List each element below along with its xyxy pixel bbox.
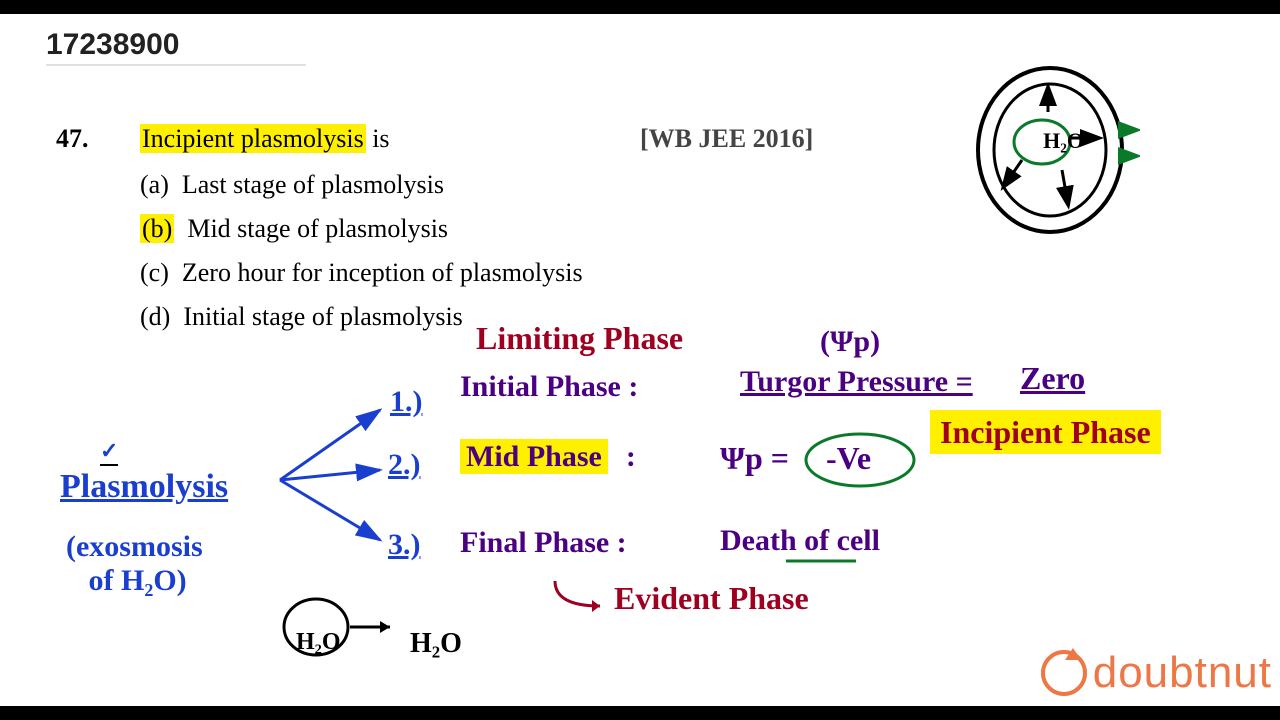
h2o-inside: H₂O: [296, 629, 341, 656]
option-a: (a) Last stage of plasmolysis: [140, 170, 444, 200]
question-rest: is: [366, 124, 390, 153]
death-underline: [786, 558, 856, 564]
hw-final: Final Phase :: [460, 526, 627, 560]
hw-mid-wrap: Mid Phase :: [460, 440, 636, 474]
question-text: Incipient plasmolysis is: [140, 124, 390, 154]
hw-mid: Mid Phase: [460, 439, 608, 474]
hw-limiting: Limiting Phase: [476, 320, 683, 357]
hw-psi-eq: Ψp =: [720, 440, 789, 477]
hw-check: ✓: [100, 438, 118, 466]
highlighted-term: Incipient plasmolysis: [140, 124, 366, 153]
question-number: 47.: [56, 124, 89, 154]
cell-h2o: H₂O: [1043, 128, 1084, 154]
hw-incipient-wrap: Incipient Phase: [930, 414, 1161, 451]
question-id: 17238900: [46, 28, 179, 62]
hw-death: Death of cell: [720, 524, 880, 558]
hw-exosmosis: (exosmosis of H₂O): [66, 530, 203, 598]
hw-plasmolysis: Plasmolysis: [60, 468, 228, 506]
letterbox-bottom: [0, 706, 1280, 720]
hw-n1: 1.): [390, 385, 423, 419]
hw-psi-p: (Ψp): [820, 325, 880, 359]
option-b-text: Mid stage of plasmolysis: [187, 214, 448, 243]
option-d-label: (d): [140, 302, 170, 331]
option-d-text: Initial stage of plasmolysis: [183, 302, 462, 331]
doubtnut-logo: doubtnut: [1041, 648, 1272, 698]
hw-incipient: Incipient Phase: [930, 410, 1161, 454]
hw-initial: Initial Phase :: [460, 370, 638, 404]
question-source: [WB JEE 2016]: [640, 124, 813, 154]
option-b-label: (b): [140, 214, 174, 243]
option-c: (c) Zero hour for inception of plasmolys…: [140, 258, 583, 288]
option-b: (b) Mid stage of plasmolysis: [140, 214, 448, 244]
question-id-underline: [46, 64, 306, 66]
hw-evident: Evident Phase: [614, 580, 809, 617]
option-d: (d) Initial stage of plasmolysis: [140, 302, 463, 332]
hw-colon: :: [626, 440, 636, 473]
hw-neg: -Ve: [826, 440, 871, 477]
logo-icon: [1041, 650, 1087, 696]
hw-n3: 3.): [388, 528, 421, 562]
hw-n2: 2.): [388, 448, 421, 482]
option-a-text: Last stage of plasmolysis: [182, 170, 444, 199]
hw-zero: Zero: [1020, 360, 1085, 397]
hook-arrow: [550, 576, 610, 616]
logo-text: doubtnut: [1093, 648, 1272, 698]
option-a-label: (a): [140, 170, 169, 199]
h2o-outside: H₂O: [410, 628, 462, 660]
option-c-label: (c): [140, 258, 169, 287]
letterbox-top: [0, 0, 1280, 14]
hw-tp: Turgor Pressure =: [740, 365, 973, 399]
option-c-text: Zero hour for inception of plasmolysis: [182, 258, 583, 287]
